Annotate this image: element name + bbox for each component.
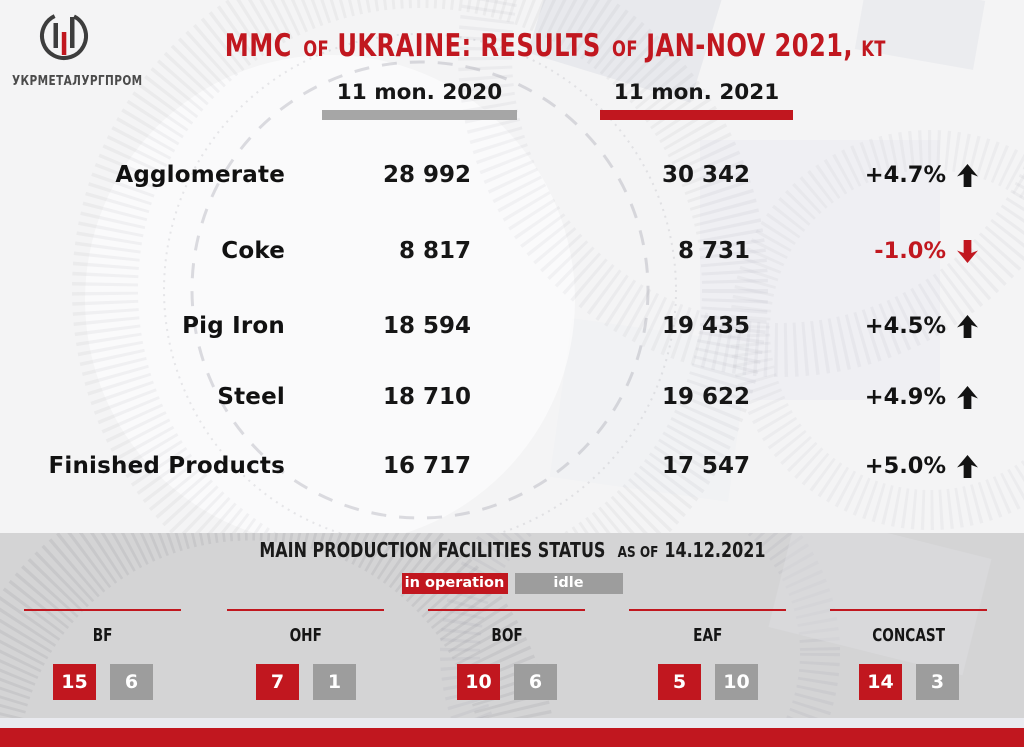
table-row-finished-products: Finished Products 16 717 17 547 +5.0%	[0, 449, 1024, 483]
table-row-coke: Coke 8 817 8 731 -1.0%	[0, 234, 1024, 268]
value-2021: 17 547	[661, 453, 750, 479]
facilities-date: 14.12.2021	[663, 538, 766, 562]
facility-label: OHF	[289, 626, 323, 646]
facility-group-eaf: EAF 5 10	[628, 533, 788, 718]
row-label: Steel	[217, 384, 285, 410]
idle-count: 3	[916, 664, 959, 700]
logo-org-name: УКРМЕТАЛУРГПРОМ	[12, 73, 143, 89]
value-2020: 18 594	[382, 313, 471, 339]
facility-divider	[227, 609, 384, 611]
table-row-agglomerate: Agglomerate 28 992 30 342 +4.7%	[0, 158, 1024, 192]
logo-mark-icon	[40, 11, 88, 60]
change-value: +4.9%	[864, 384, 946, 410]
change-percent: -1.0%	[790, 234, 978, 268]
value-2020: 16 717	[382, 453, 471, 479]
facilities-panel: MAIN PRODUCTION FACILITIES STATUS AS OF …	[0, 533, 1024, 718]
facility-divider	[830, 609, 987, 611]
column-header-2020: 11 mon. 2020	[322, 80, 517, 120]
facility-group-bof: BOF 10 6	[427, 533, 587, 718]
footer-light-strip	[0, 718, 1024, 728]
facility-label: CONCAST	[872, 626, 946, 646]
title-of-1: OF	[302, 37, 329, 61]
value-2020: 18 710	[382, 384, 471, 410]
row-label: Finished Products	[48, 453, 285, 479]
title-seg-ukraine-results: UKRAINE: RESULTS	[337, 28, 601, 64]
trend-arrow-icon	[957, 239, 978, 263]
change-value: +4.7%	[864, 162, 946, 188]
row-label: Pig Iron	[182, 313, 285, 339]
table-row-pig-iron: Pig Iron 18 594 19 435 +4.5%	[0, 309, 1024, 343]
trend-arrow-icon	[957, 454, 978, 478]
facilities-legend: in operation idle	[0, 573, 1024, 594]
facility-group-ohf: OHF 7 1	[226, 533, 386, 718]
column-underline-2020	[322, 110, 517, 120]
change-percent: +4.5%	[790, 309, 978, 343]
in-operation-count: 15	[53, 664, 96, 700]
legend-in-operation: in operation	[401, 573, 508, 594]
facility-divider	[629, 609, 786, 611]
facilities-title-text: MAIN PRODUCTION FACILITIES STATUS	[258, 538, 606, 562]
change-percent: +5.0%	[790, 449, 978, 483]
legend-idle: idle	[514, 573, 623, 594]
table-row-steel: Steel 18 710 19 622 +4.9%	[0, 380, 1024, 414]
facility-label: BF	[93, 626, 113, 646]
facility-label: BOF	[491, 626, 523, 646]
change-value: +4.5%	[864, 313, 946, 339]
footer-red-bar	[0, 728, 1024, 747]
row-label: Agglomerate	[115, 162, 285, 188]
facility-group-concast: CONCAST 14 3	[829, 533, 989, 718]
idle-count: 6	[110, 664, 153, 700]
title-unit-kt: KT	[860, 37, 886, 61]
value-2021: 30 342	[661, 162, 750, 188]
column-header-2021: 11 mon. 2021	[600, 80, 793, 120]
in-operation-count: 10	[457, 664, 500, 700]
row-label: Coke	[221, 238, 285, 264]
column-header-2021-label: 11 mon. 2021	[613, 80, 780, 105]
change-percent: +4.9%	[790, 380, 978, 414]
trend-arrow-icon	[957, 163, 978, 187]
trend-arrow-icon	[957, 314, 978, 338]
title-seg-period: JAN-NOV 2021,	[645, 28, 853, 64]
value-2021: 19 622	[661, 384, 750, 410]
facility-divider	[24, 609, 181, 611]
trend-arrow-icon	[957, 385, 978, 409]
value-2020: 8 817	[398, 238, 471, 264]
change-value: +5.0%	[864, 453, 946, 479]
page-title: MMC OF UKRAINE: RESULTS OF JAN-NOV 2021,…	[100, 28, 1014, 64]
facility-divider	[428, 609, 585, 611]
change-value: -1.0%	[874, 238, 946, 264]
value-2020: 28 992	[382, 162, 471, 188]
facilities-status-title: MAIN PRODUCTION FACILITIES STATUS AS OF …	[0, 538, 1024, 562]
in-operation-count: 14	[859, 664, 902, 700]
facility-label: EAF	[693, 626, 723, 646]
facilities-asof-label: AS OF	[617, 543, 658, 561]
title-seg-mmc: MMC	[224, 28, 292, 64]
idle-count: 10	[715, 664, 758, 700]
idle-count: 6	[514, 664, 557, 700]
value-2021: 8 731	[677, 238, 750, 264]
title-of-2: OF	[611, 37, 638, 61]
ukrmetalurgprom-logo: УКРМЕТАЛУРГПРОМ	[12, 6, 152, 89]
in-operation-count: 7	[256, 664, 299, 700]
column-underline-2021	[600, 110, 793, 120]
in-operation-count: 5	[658, 664, 701, 700]
column-header-2020-label: 11 mon. 2020	[336, 80, 503, 105]
value-2021: 19 435	[661, 313, 750, 339]
facility-group-bf: BF 15 6	[23, 533, 183, 718]
idle-count: 1	[313, 664, 356, 700]
change-percent: +4.7%	[790, 158, 978, 192]
